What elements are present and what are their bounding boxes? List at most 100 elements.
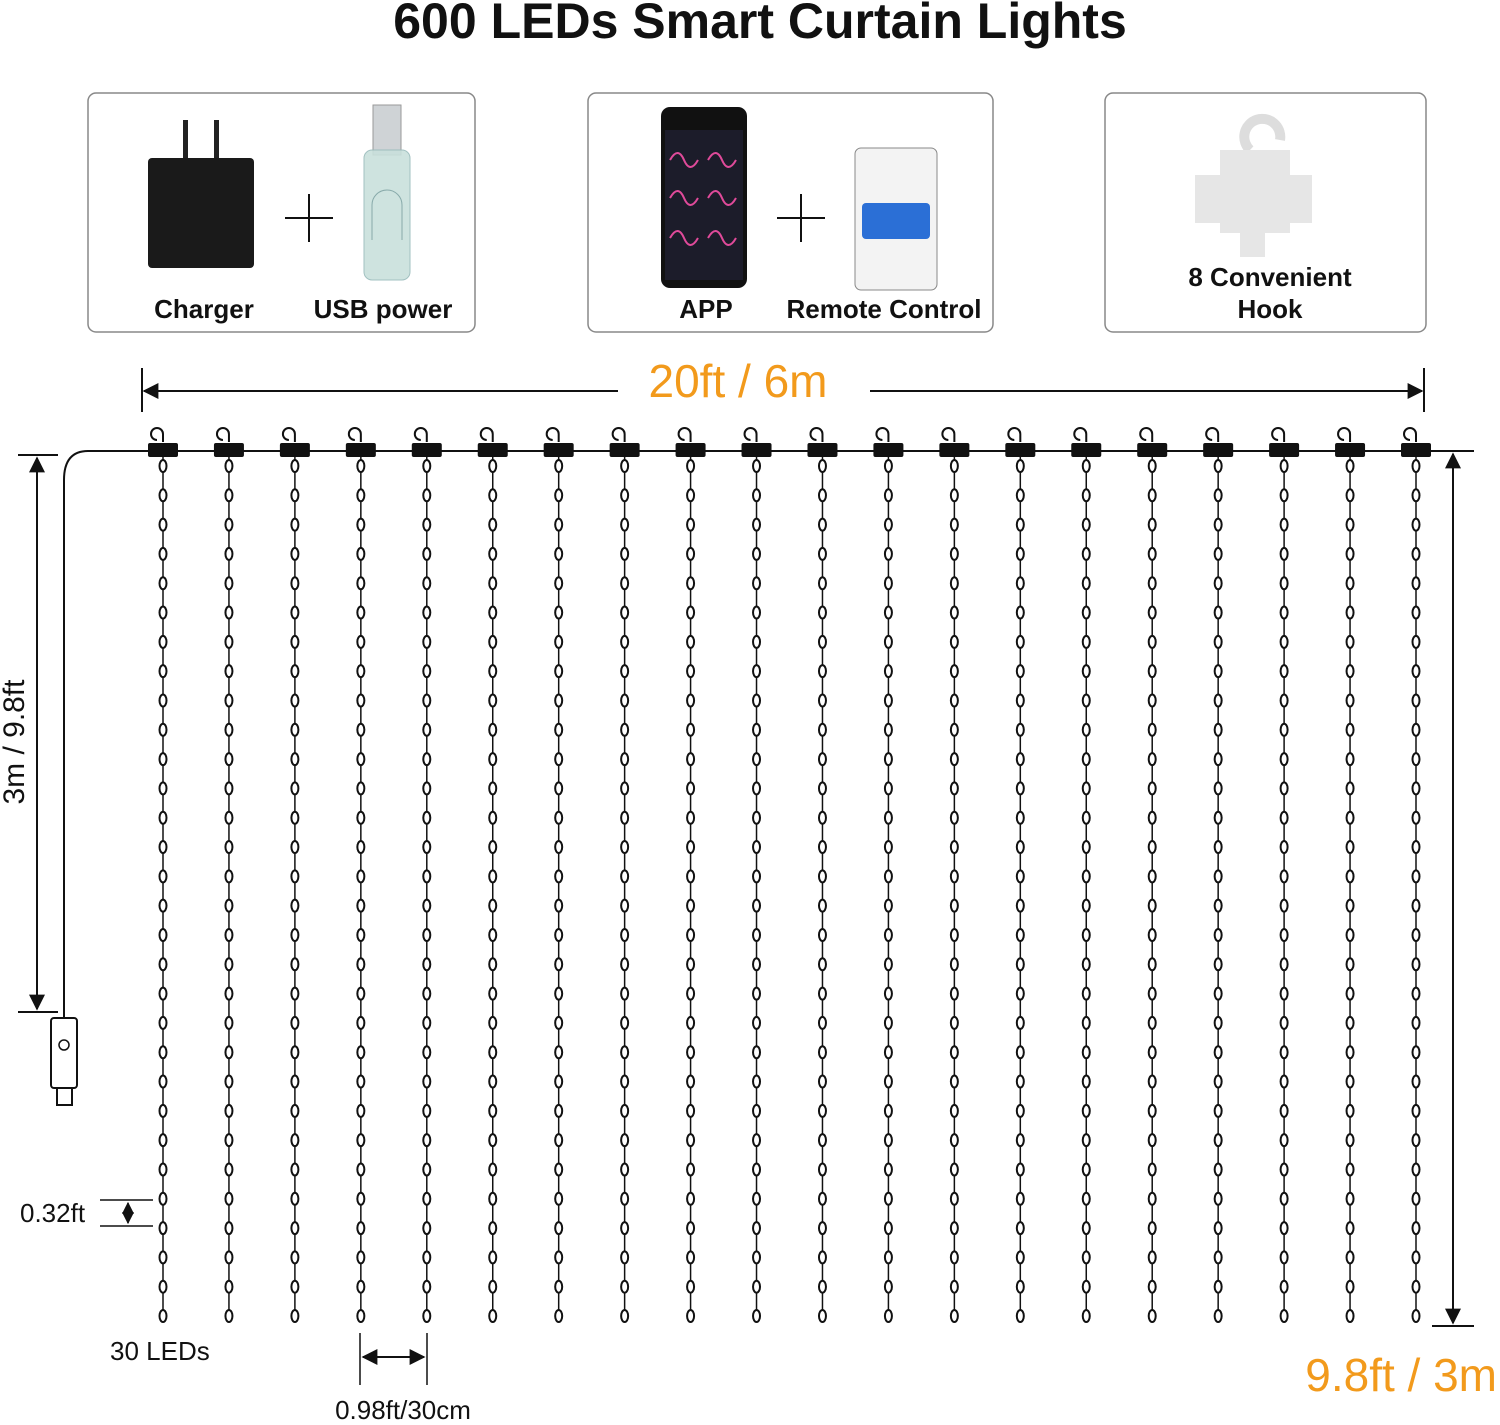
led: [817, 927, 827, 942]
count-label: 30 LEDs: [110, 1336, 210, 1366]
led: [686, 810, 696, 825]
led: [1147, 840, 1157, 855]
led: [1345, 810, 1355, 825]
led: [949, 1162, 959, 1177]
hook: [413, 427, 428, 442]
hook: [479, 427, 494, 442]
led: [883, 1162, 893, 1177]
clip: [1401, 443, 1431, 457]
led: [1279, 1015, 1289, 1030]
led: [488, 488, 498, 503]
led: [1147, 986, 1157, 1001]
led: [1411, 957, 1421, 972]
led: [883, 693, 893, 708]
led: [1081, 634, 1091, 649]
led: [883, 1074, 893, 1089]
led: [1147, 634, 1157, 649]
led: [290, 576, 300, 591]
led: [1279, 898, 1289, 913]
led: [422, 664, 432, 679]
led: [949, 722, 959, 737]
led: [1081, 781, 1091, 796]
clip: [477, 443, 508, 457]
led: [686, 1015, 696, 1030]
led: [620, 722, 630, 737]
led: [686, 488, 696, 503]
led: [1081, 869, 1091, 884]
led: [949, 986, 959, 1001]
remote-icon: [854, 147, 938, 291]
led: [620, 1045, 630, 1060]
hook: [1073, 427, 1088, 442]
led: [488, 957, 498, 972]
led: [1213, 488, 1223, 503]
led: [224, 927, 234, 942]
led: [817, 1015, 827, 1030]
led: [1279, 722, 1289, 737]
led: [620, 927, 630, 942]
led: [620, 488, 630, 503]
led: [1345, 1133, 1355, 1148]
led: [1147, 1074, 1157, 1089]
led: [1345, 459, 1355, 473]
led: [1147, 1103, 1157, 1118]
led: [686, 1074, 696, 1089]
led: [1015, 781, 1025, 796]
led: [620, 1279, 630, 1294]
led: [1081, 927, 1091, 942]
led: [356, 634, 366, 649]
led: [422, 722, 432, 737]
item-label: Charger: [154, 294, 254, 324]
clip: [1071, 443, 1102, 457]
led: [949, 1309, 959, 1323]
led: [817, 722, 827, 737]
drop-label: 3m / 9.8ft: [0, 679, 31, 805]
led: [356, 546, 366, 561]
led: [422, 957, 432, 972]
led: [1213, 517, 1223, 532]
led: [1279, 1309, 1289, 1323]
led: [817, 1191, 827, 1206]
clip: [873, 443, 904, 457]
led: [1015, 1250, 1025, 1265]
led: [883, 1045, 893, 1060]
led: [356, 869, 366, 884]
led: [620, 1221, 630, 1236]
led: [1147, 576, 1157, 591]
led: [356, 459, 366, 473]
led: [1213, 693, 1223, 708]
clip: [1137, 443, 1168, 457]
led: [1279, 693, 1289, 708]
led: [422, 1221, 432, 1236]
led: [422, 1279, 432, 1294]
clip: [1005, 443, 1036, 457]
led: [1081, 1191, 1091, 1206]
led: [422, 1103, 432, 1118]
led: [1081, 840, 1091, 855]
item-label: Hook: [1238, 294, 1304, 324]
led: [1345, 927, 1355, 942]
led: [1213, 1015, 1223, 1030]
led: [752, 898, 762, 913]
led: [554, 986, 564, 1001]
led: [1411, 1250, 1421, 1265]
hook: [809, 427, 824, 442]
led: [1015, 1279, 1025, 1294]
led: [554, 752, 564, 767]
led: [356, 1074, 366, 1089]
led: [817, 605, 827, 620]
led: [949, 898, 959, 913]
led: [554, 1015, 564, 1030]
led: [752, 1074, 762, 1089]
led: [356, 752, 366, 767]
led: [752, 1162, 762, 1177]
led: [1411, 546, 1421, 561]
clip: [939, 443, 970, 457]
strands: [148, 427, 1431, 1323]
led: [290, 840, 300, 855]
led: [224, 898, 234, 913]
led: [620, 840, 630, 855]
led: [224, 576, 234, 591]
led: [883, 1191, 893, 1206]
